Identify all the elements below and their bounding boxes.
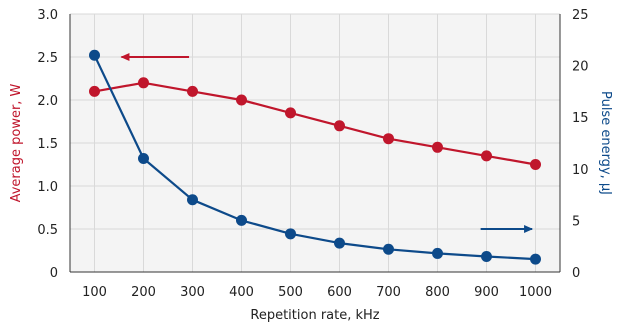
y-left-tick-label: 2.0 [37,94,58,109]
pulse-energy-point [481,251,492,263]
average-power-point [236,94,247,106]
axes [69,14,561,273]
pulse-energy-point [383,243,394,255]
x-tick-label: 800 [425,285,450,300]
average-power-point [383,133,394,145]
pulse-energy-point [530,253,541,265]
average-power-point [334,120,345,132]
pulse-energy-point [187,194,198,206]
pulse-energy-point [138,152,149,164]
average-power-point [530,159,541,170]
pulse-energy-line [93,54,536,261]
y-left-tick-label: 0 [50,266,58,281]
pulse-energy-point [432,247,443,259]
y-left-tick-label: 1.5 [37,137,58,152]
y-left-tick-label: 3.0 [37,8,58,23]
y-right-tick-label: 10 [572,163,589,178]
x-tick-label: 400 [229,285,254,300]
average-power-line [94,81,536,166]
y-left-tick-label: 2.5 [37,51,58,66]
pulse-energy-point [334,237,345,249]
series-layer [89,49,541,265]
average-power-point [89,85,100,97]
x-tick-label: 100 [82,285,107,300]
y-right-tick-label: 5 [572,214,580,229]
x-tick-label: 600 [327,285,352,300]
x-axis-title: Repetition rate, kHz [250,308,379,323]
x-tick-label: 200 [131,285,156,300]
y-right-tick-label: 25 [572,8,589,23]
y-left-tick-label: 0.5 [37,223,58,238]
x-tick-label: 700 [376,285,401,300]
average-power-point [187,85,198,97]
pulse-energy-point [89,49,100,61]
labels: 100 200 300 400 500 600 700 800 900 100000.51.01.… [9,8,613,323]
x-tick-label: 300 [180,285,205,300]
average-power-point [481,150,492,162]
average-power-point [138,77,149,89]
y-right-axis-title: Pulse energy, µJ [598,91,613,195]
average-power-point [285,107,296,119]
y-right-tick-label: 0 [572,266,580,281]
y-right-tick-label: 15 [572,111,589,126]
y-right-tick-label: 20 [572,60,589,75]
y-left-tick-label: 1.0 [37,180,58,195]
pulse-energy-point [285,228,296,240]
pulse-energy-point [236,214,247,226]
y-left-axis-title: Average power, W [9,83,24,202]
x-tick-label: 900 [474,285,499,300]
x-tick-label: 1000 [519,285,552,300]
x-tick-label: 500 [278,285,303,300]
average-power-point [432,141,443,153]
